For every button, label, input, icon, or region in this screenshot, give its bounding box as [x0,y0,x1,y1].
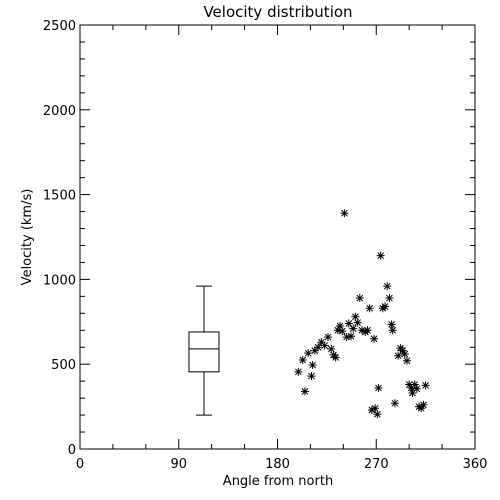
y-tick-label: 2500 [43,19,76,34]
data-point [373,410,382,419]
data-point [387,320,396,329]
data-point [398,346,407,355]
y-tick-label: 2000 [43,104,76,119]
x-tick-label: 90 [170,457,187,472]
x-axis-label: Angle from north [223,474,333,489]
data-point [367,405,376,414]
data-point [394,351,403,360]
data-point [363,326,372,335]
data-point [320,341,329,350]
axis-ticks [79,24,476,450]
data-point [304,349,313,358]
data-point [353,318,362,327]
data-point [410,380,419,389]
data-point [357,326,366,335]
data-point [419,400,428,409]
data-point [402,356,411,365]
data-point [365,304,374,313]
data-point [371,404,380,413]
data-point [323,333,332,342]
data-point [412,384,421,393]
scatter-points [294,209,430,419]
data-point [314,343,323,352]
y-axis-label: Velocity (km/s) [20,189,35,286]
data-point [421,381,430,390]
data-point [351,312,360,321]
data-point [349,324,358,333]
x-tick-label: 180 [265,457,290,472]
data-point [408,389,417,398]
data-point [405,380,414,389]
data-point [390,399,399,408]
chart-title: Velocity distribution [203,3,352,21]
data-point [355,294,364,303]
data-point [331,353,340,362]
y-tick-label: 0 [68,443,76,458]
data-point [381,302,390,311]
data-point [307,372,316,381]
y-tick-label: 1500 [43,189,76,204]
data-point [344,319,353,328]
x-tick-label: 270 [364,457,389,472]
data-point [417,404,426,413]
data-point [300,387,309,396]
data-point [383,282,392,291]
data-point [340,209,349,218]
data-point [294,367,303,376]
data-point [407,383,416,392]
data-point [336,322,345,331]
data-point [333,326,342,335]
data-point [310,346,319,355]
x-tick-label: 360 [463,457,488,472]
boxplot [188,285,220,416]
x-tick-label: 0 [76,457,84,472]
data-point [400,350,409,359]
data-point [317,338,326,347]
data-point [298,355,307,364]
data-point [388,326,397,335]
boxplot-box [188,331,220,373]
data-point [308,361,317,370]
data-point [342,333,351,342]
y-tick-label: 1000 [43,273,76,288]
data-point [338,327,347,336]
data-point [385,294,394,303]
data-point [374,383,383,392]
data-point [370,334,379,343]
y-tick-label: 500 [51,358,76,373]
data-point [327,344,336,353]
data-point [347,332,356,341]
tick-labels: 0 90 180 270 360 0 500 1000 1500 2000 2500 [43,19,488,472]
data-point [376,251,385,260]
